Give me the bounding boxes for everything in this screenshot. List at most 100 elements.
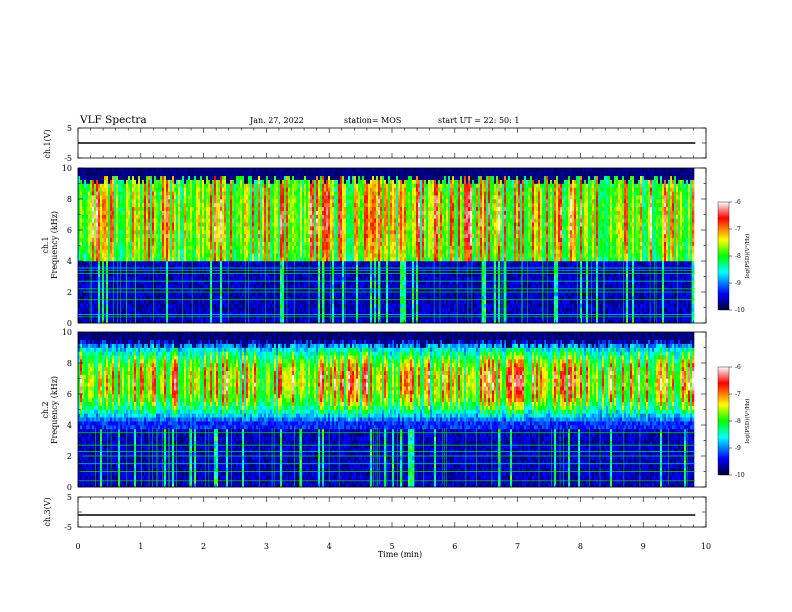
spectrogram-cell	[116, 187, 119, 192]
spectrogram-cell	[310, 171, 313, 177]
spectrogram-cell	[172, 218, 175, 223]
spectrogram-cell	[306, 195, 309, 200]
spectrogram-cell	[154, 191, 157, 196]
spectrogram-cell	[118, 280, 121, 285]
spectrogram-cell	[302, 210, 305, 215]
spectrogram-cell	[122, 315, 125, 320]
spectrogram-cell	[244, 272, 247, 277]
spectrogram-cell	[226, 280, 229, 285]
spectrogram-cell	[100, 264, 103, 270]
spectrogram-cell	[292, 295, 295, 301]
spectrogram-cell	[268, 319, 271, 324]
spectrogram-cell	[284, 288, 287, 293]
spectrogram-cell	[202, 288, 205, 293]
spectrogram-cell	[264, 253, 267, 258]
spectrogram-cell	[216, 226, 219, 231]
spectrogram-cell	[280, 245, 283, 250]
spectrogram-cell	[220, 284, 223, 289]
spectrogram-cell	[174, 206, 177, 211]
spectrogram-cell	[240, 210, 243, 215]
spectrogram-cell	[212, 179, 215, 184]
spectrogram-cell	[316, 264, 319, 270]
spectrogram-cell	[290, 295, 293, 301]
spectrogram-cell	[120, 206, 123, 211]
spectrogram-cell	[260, 183, 263, 188]
spectrogram-cell	[98, 226, 101, 231]
spectrogram-cell	[106, 284, 109, 289]
spectrogram-cell	[124, 280, 127, 285]
spectrogram-cell	[170, 245, 173, 250]
spectrogram-cell	[274, 206, 277, 211]
spectrogram-cell	[246, 292, 249, 297]
spectrogram-cell	[166, 307, 169, 312]
spectrogram-cell	[240, 315, 243, 320]
spectrogram-cell	[246, 195, 249, 200]
spectrogram-cell	[216, 299, 219, 304]
spectrogram-cell	[178, 319, 181, 324]
spectrogram-cell	[190, 195, 193, 200]
spectrogram-cell	[104, 199, 107, 204]
spectrogram-cell	[92, 311, 95, 316]
spectrogram-cell	[254, 299, 257, 304]
spectrogram-cell	[180, 303, 183, 308]
spectrogram-cell	[208, 245, 211, 250]
spectrogram-cell	[314, 276, 317, 281]
spectrogram-cell	[206, 272, 209, 277]
spectrogram-cell	[102, 237, 105, 242]
spectrogram-cell	[238, 249, 241, 254]
spectrogram-cell	[136, 268, 139, 273]
spectrogram-cell	[110, 195, 113, 200]
spectrogram-cell	[82, 226, 85, 231]
spectrogram-cell	[224, 171, 227, 177]
spectrogram-cell	[314, 268, 317, 273]
spectrogram-cell	[224, 315, 227, 320]
spectrogram-cell	[148, 241, 151, 246]
spectrogram-cell	[244, 179, 247, 184]
spectrogram-cell	[234, 253, 237, 258]
spectrogram-cell	[112, 226, 115, 231]
spectrogram-cell	[252, 226, 255, 231]
spectrogram-cell	[128, 171, 131, 177]
spectrogram-cell	[122, 230, 125, 235]
spectrogram-cell	[242, 261, 245, 266]
spectrogram-cell	[142, 268, 145, 273]
spectrogram-cell	[312, 261, 315, 266]
spectrogram-cell	[148, 191, 151, 196]
spectrogram-cell	[98, 206, 101, 211]
spectrogram-cell	[112, 253, 115, 258]
spectrogram-cell	[162, 249, 165, 254]
spectrogram-cell	[158, 195, 161, 200]
spectrogram-cell	[310, 268, 313, 273]
spectrogram-cell	[254, 210, 257, 215]
spectrogram-cell	[296, 191, 299, 196]
spectrogram-cell	[246, 280, 249, 285]
spectrogram-cell	[296, 183, 299, 188]
spectrogram-cell	[206, 311, 209, 316]
spectrogram-cell	[206, 261, 209, 266]
spectrogram-cell	[306, 257, 309, 262]
spectrogram-cell	[152, 245, 155, 250]
spectrogram-cell	[230, 292, 233, 297]
spectrogram-cell	[122, 210, 125, 215]
spectrogram-cell	[212, 195, 215, 200]
spectrogram-cell	[198, 230, 201, 235]
spectrogram-cell	[82, 171, 85, 177]
spectrogram-cell	[120, 210, 123, 215]
spectrogram-cell	[282, 264, 285, 270]
spectrogram-cell	[238, 175, 241, 180]
spectrogram-cell	[114, 249, 117, 254]
spectrogram-cell	[102, 175, 105, 180]
spectrogram-cell	[148, 206, 151, 211]
spectrogram-cell	[226, 295, 229, 301]
spectrogram-cell	[88, 288, 91, 293]
spectrogram-cell	[126, 206, 129, 211]
spectrogram-cell	[166, 315, 169, 320]
spectrogram-cell	[198, 272, 201, 277]
spectrogram-cell	[270, 214, 273, 219]
spectrogram-cell	[276, 191, 279, 196]
spectrogram-cell	[96, 272, 99, 277]
spectrogram-cell	[150, 191, 153, 196]
spectrogram-cell	[132, 307, 135, 312]
spectrogram-cell	[252, 257, 255, 262]
spectrogram-cell	[214, 233, 217, 239]
